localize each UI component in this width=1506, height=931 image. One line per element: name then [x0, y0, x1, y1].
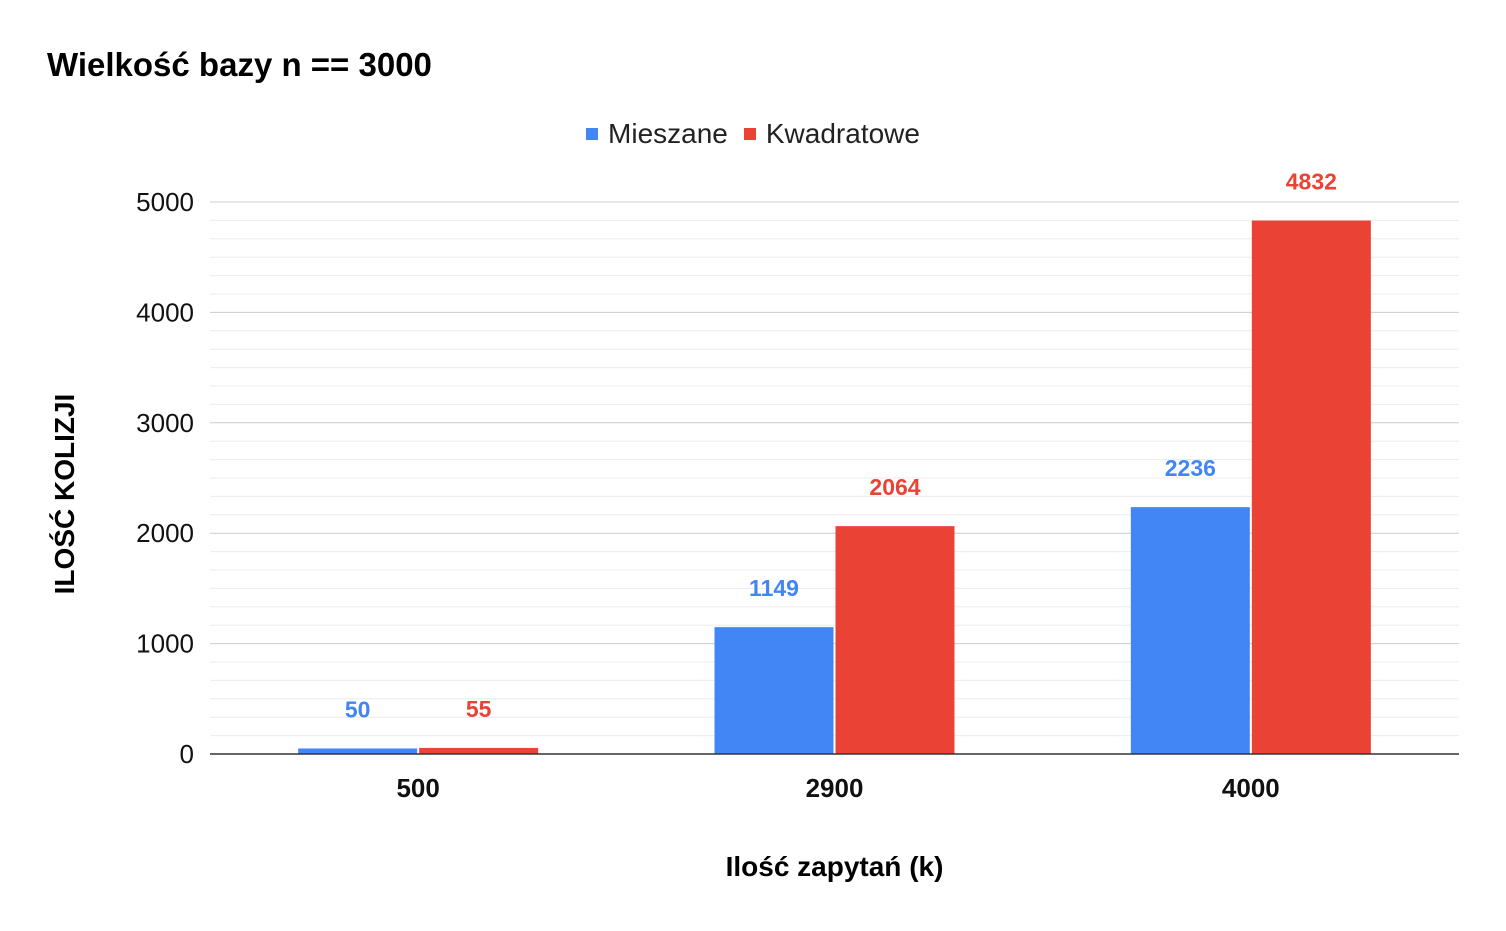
y-tick-label: 1000: [136, 629, 194, 659]
data-label-mieszane-4000: 2236: [1165, 455, 1216, 481]
bar-mieszane-2900: [714, 627, 834, 754]
x-tick-label: 4000: [1222, 773, 1280, 803]
legend-swatch-mieszane: [586, 128, 599, 140]
bar-kwadratowe-2900: [835, 526, 955, 754]
legend-label-mieszane: Mieszane: [608, 118, 728, 149]
x-axis-title: Ilość zapytań (k): [726, 851, 944, 882]
x-tick-label: 500: [396, 773, 439, 803]
data-label-kwadratowe-500: 55: [466, 696, 492, 722]
data-label-kwadratowe-2900: 2064: [869, 474, 920, 500]
legend: Mieszane Kwadratowe: [0, 118, 1506, 150]
y-tick-label: 0: [180, 739, 194, 769]
chart-title: Wielkość bazy n == 3000: [47, 46, 432, 83]
y-tick-label: 4000: [136, 297, 194, 327]
y-tick-label: 5000: [136, 187, 194, 217]
y-tick-label: 3000: [136, 408, 194, 438]
legend-label-kwadratowe: Kwadratowe: [765, 118, 920, 149]
y-axis-title: ILOŚĆ KOLIZJI: [49, 394, 80, 595]
bar-mieszane-500: [298, 748, 418, 754]
legend-item-mieszane[interactable]: Mieszane: [586, 118, 728, 150]
y-tick-label: 2000: [136, 518, 194, 548]
legend-item-kwadratowe[interactable]: Kwadratowe: [743, 118, 920, 150]
bar-kwadratowe-500: [419, 747, 539, 754]
data-label-mieszane-500: 50: [345, 696, 371, 722]
data-label-mieszane-2900: 1149: [749, 575, 799, 601]
bar-kwadratowe-4000: [1251, 220, 1371, 755]
data-label-kwadratowe-4000: 4832: [1286, 169, 1337, 195]
x-tick-label: 2900: [806, 773, 864, 803]
legend-swatch-kwadratowe: [743, 128, 756, 140]
bar-mieszane-4000: [1130, 507, 1250, 754]
